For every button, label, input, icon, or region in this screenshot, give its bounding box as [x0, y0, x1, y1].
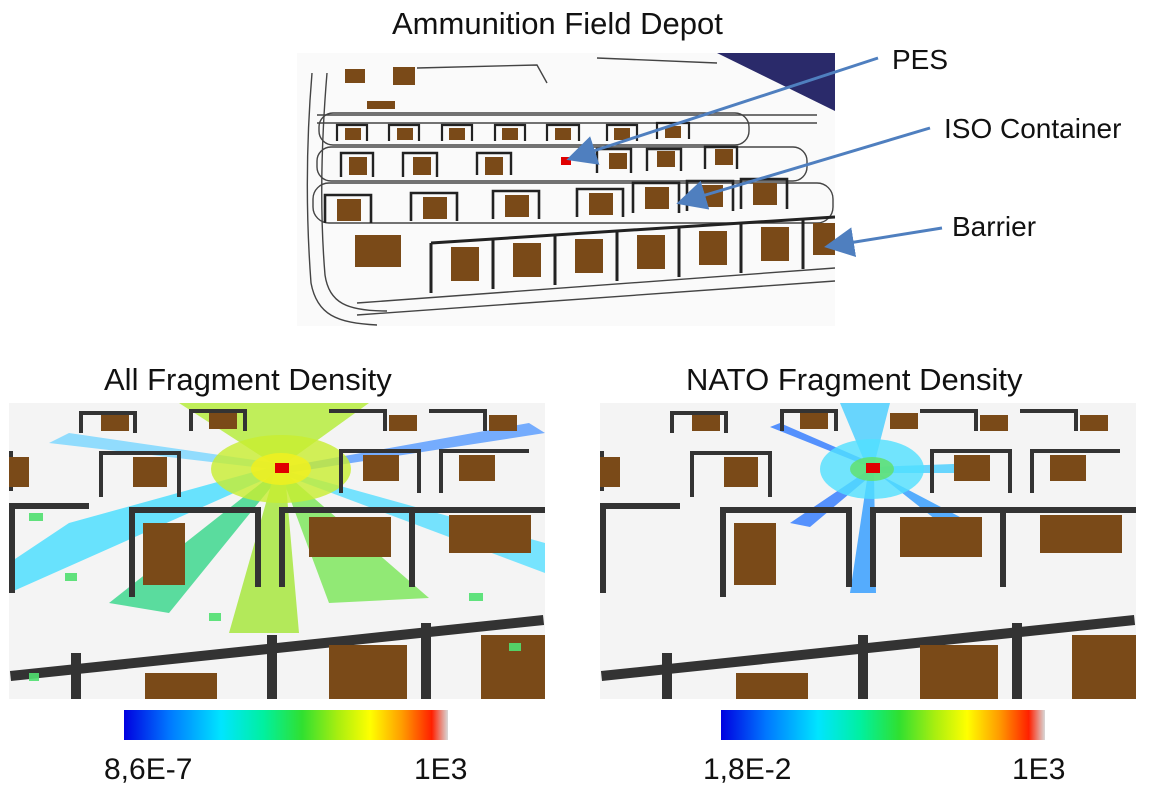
nato-fragment-scale-min: 1,8E-2 — [703, 753, 792, 786]
all-fragment-scale-max: 1E3 — [414, 753, 468, 786]
iso-container-arrow — [676, 126, 931, 210]
nato-fragment-density-map — [600, 403, 1136, 699]
barrier-label: Barrier — [952, 211, 1037, 242]
all-fragment-scale-min: 8,6E-7 — [104, 753, 193, 786]
barrier-arrow — [824, 226, 943, 258]
pes-marker-right — [866, 463, 880, 473]
depot-title: Ammunition Field Depot — [392, 6, 723, 41]
nato-fragment-title: NATO Fragment Density — [686, 362, 1023, 397]
all-fragment-density-map — [9, 403, 545, 699]
nato-fragment-scale-max: 1E3 — [1012, 753, 1066, 786]
pes-arrow — [566, 56, 879, 165]
all-fragment-colorbar — [124, 710, 448, 740]
iso-container-label: ISO Container — [944, 113, 1122, 144]
pes-marker-left — [275, 463, 289, 473]
pes-marker — [561, 157, 571, 165]
container-row-1 — [335, 121, 691, 141]
corner-shape — [717, 53, 835, 111]
depot-overview-svg — [297, 53, 835, 326]
annotation-arrows — [566, 56, 943, 258]
pes-label: PES — [892, 44, 949, 75]
nato-fragment-colorbar — [721, 710, 1045, 740]
all-fragment-title: All Fragment Density — [104, 362, 392, 397]
depot-overview-image — [297, 53, 835, 326]
